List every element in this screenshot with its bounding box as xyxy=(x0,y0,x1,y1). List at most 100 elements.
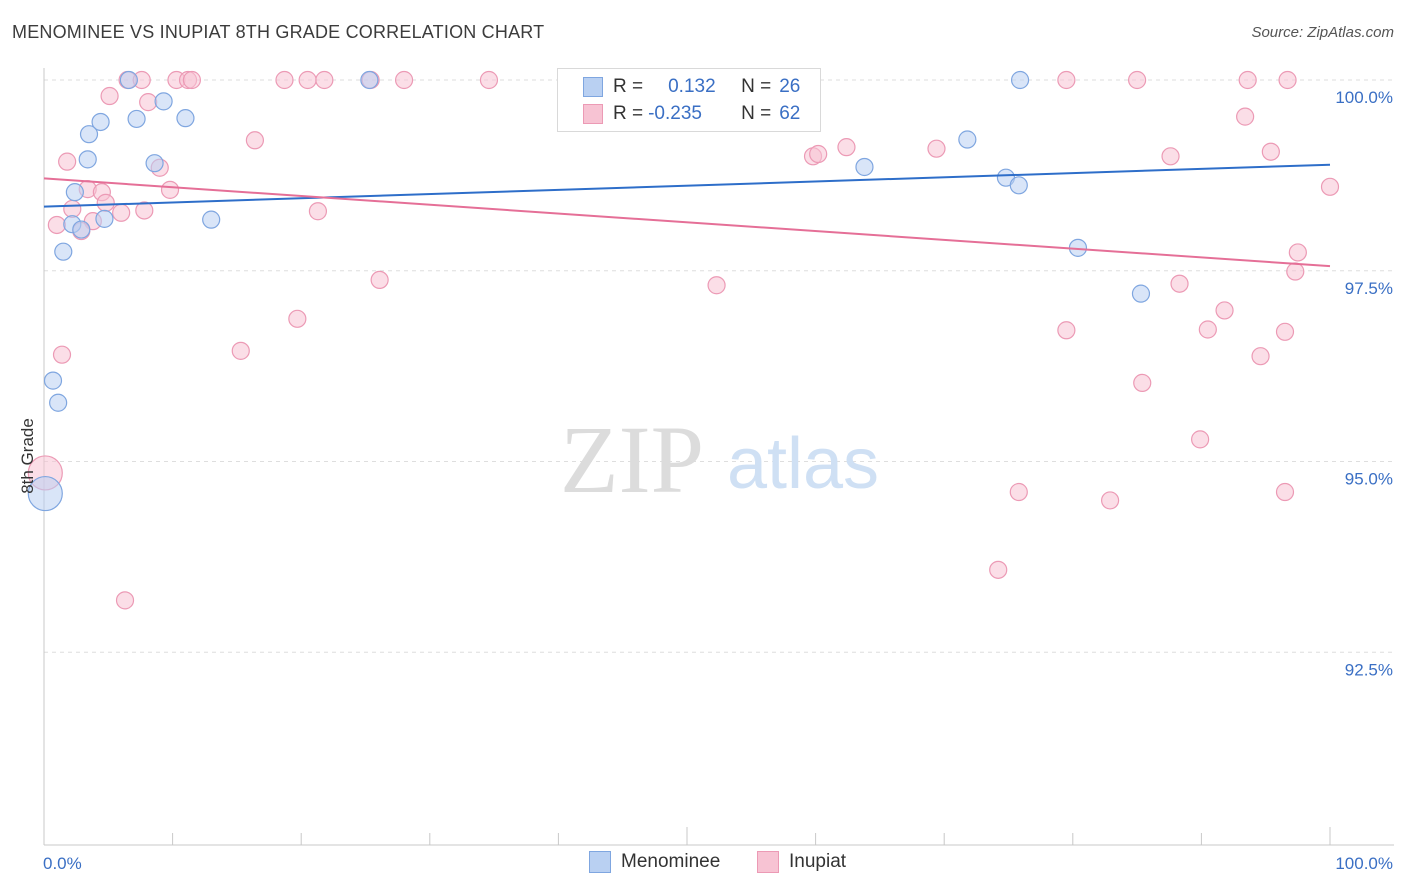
watermark: ZIP atlas xyxy=(560,406,879,513)
y-tick-labels: 100.0% 97.5% 95.0% 92.5% xyxy=(1335,88,1393,679)
inupiat-point-35 xyxy=(135,201,154,220)
menominee-point-1 xyxy=(360,70,379,90)
inupiat-point-54 xyxy=(1191,430,1210,449)
inupiat-point-47 xyxy=(1057,321,1076,340)
trend-lines xyxy=(43,163,1331,268)
inupiat-point-41 xyxy=(1286,262,1305,281)
legend-label-menominee: Menominee xyxy=(621,851,721,872)
inupiat-point-6 xyxy=(298,70,317,90)
menominee-point-21 xyxy=(1131,284,1151,303)
inupiat-point-25 xyxy=(1261,142,1280,161)
inupiat-point-53 xyxy=(1133,373,1152,393)
r-label: R = xyxy=(613,76,644,97)
n-label: N = xyxy=(741,76,772,97)
menominee-point-8 xyxy=(78,150,97,169)
inupiat-point-13 xyxy=(1127,70,1147,90)
menominee-legend-swatch xyxy=(589,851,611,873)
menominee-point-24 xyxy=(27,475,63,512)
x-tick-label-max: 100.0% xyxy=(1335,854,1393,873)
menominee-point-9 xyxy=(145,154,164,173)
stats-row-menominee: R = 0.132 N = 26 xyxy=(558,74,800,100)
menominee-point-12 xyxy=(65,183,84,202)
legend-item-inupiat: Inupiat xyxy=(757,851,846,873)
inupiat-point-36 xyxy=(308,202,328,221)
y-tick-label-0: 100.0% xyxy=(1335,88,1393,107)
inupiat-points xyxy=(27,70,1340,610)
inupiat-point-23 xyxy=(927,139,946,158)
inupiat-point-58 xyxy=(1275,482,1295,502)
inupiat-trend-line xyxy=(43,177,1331,268)
menominee-point-0 xyxy=(119,70,138,90)
inupiat-point-46 xyxy=(288,309,307,328)
inupiat-point-38 xyxy=(47,215,66,235)
inupiat-point-31 xyxy=(1320,177,1340,196)
inupiat-point-22 xyxy=(837,138,856,157)
menominee-point-23 xyxy=(49,393,68,412)
x-tick-label-min: 0.0% xyxy=(43,854,82,873)
y-axis-label: 8th Grade xyxy=(18,418,37,494)
inupiat-point-33 xyxy=(96,193,115,212)
n-label: N = xyxy=(741,103,772,124)
inupiat-point-9 xyxy=(394,70,414,90)
inupiat-point-15 xyxy=(1278,70,1297,90)
inupiat-swatch xyxy=(583,104,603,124)
menominee-point-19 xyxy=(54,242,73,261)
menominee-point-15 xyxy=(95,209,114,228)
inupiat-point-45 xyxy=(1215,301,1234,320)
menominee-point-16 xyxy=(202,210,221,229)
inupiat-point-18 xyxy=(1236,107,1255,126)
inupiat-point-60 xyxy=(115,591,135,610)
inupiat-point-57 xyxy=(1100,491,1120,510)
n-value: 26 xyxy=(779,76,801,97)
y-tick-label-1: 97.5% xyxy=(1345,279,1393,298)
inupiat-point-32 xyxy=(63,199,82,219)
inupiat-point-16 xyxy=(100,86,119,106)
menominee-point-2 xyxy=(1010,70,1030,90)
inupiat-point-49 xyxy=(1275,322,1295,341)
chart-title: MENOMINEE VS INUPIAT 8TH GRADE CORRELATI… xyxy=(12,22,545,42)
r-value: -0.235 xyxy=(648,103,702,124)
inupiat-point-10 xyxy=(479,70,499,90)
menominee-point-14 xyxy=(1009,176,1028,195)
watermark-atlas: atlas xyxy=(727,424,879,504)
menominee-points xyxy=(27,70,1151,512)
inupiat-point-17 xyxy=(139,93,158,112)
stats-row-inupiat: R = -0.235 N = 62 xyxy=(558,101,800,127)
menominee-point-3 xyxy=(154,92,173,111)
inupiat-point-44 xyxy=(1170,274,1189,293)
legend-item-menominee: Menominee xyxy=(589,851,720,873)
source-label: Source: ZipAtlas.com xyxy=(1251,24,1394,41)
inupiat-point-43 xyxy=(707,276,726,295)
r-label: R = xyxy=(613,103,644,124)
inupiat-point-56 xyxy=(1009,482,1028,502)
menominee-point-5 xyxy=(91,112,110,132)
inupiat-point-48 xyxy=(1198,320,1217,339)
gridlines xyxy=(44,79,1394,653)
stats-legend: R = 0.132 N = 26 R = -0.235 N = 62 xyxy=(557,68,821,132)
inupiat-point-42 xyxy=(370,270,389,290)
menominee-point-7 xyxy=(79,125,99,144)
menominee-point-10 xyxy=(855,157,874,177)
inupiat-point-50 xyxy=(231,341,250,360)
menominee-point-18 xyxy=(72,220,91,239)
series-legend: Menominee Inupiat xyxy=(0,851,1406,877)
inupiat-point-51 xyxy=(52,345,72,364)
menominee-point-22 xyxy=(43,371,63,390)
menominee-point-4 xyxy=(127,109,146,129)
inupiat-point-21 xyxy=(809,144,828,164)
n-value: 62 xyxy=(779,103,801,124)
inupiat-point-4 xyxy=(182,70,201,90)
inupiat-point-14 xyxy=(1238,70,1257,90)
inupiat-point-7 xyxy=(315,70,334,90)
y-tick-label-2: 95.0% xyxy=(1345,470,1393,489)
inupiat-point-52 xyxy=(1251,347,1270,366)
legend-label-inupiat: Inupiat xyxy=(789,851,847,872)
inupiat-point-34 xyxy=(112,203,131,222)
inupiat-legend-swatch xyxy=(757,851,779,873)
menominee-swatch xyxy=(583,77,603,97)
r-value: 0.132 xyxy=(668,76,716,97)
inupiat-point-24 xyxy=(1161,147,1180,166)
inupiat-point-40 xyxy=(1288,243,1307,262)
menominee-point-6 xyxy=(176,109,195,128)
